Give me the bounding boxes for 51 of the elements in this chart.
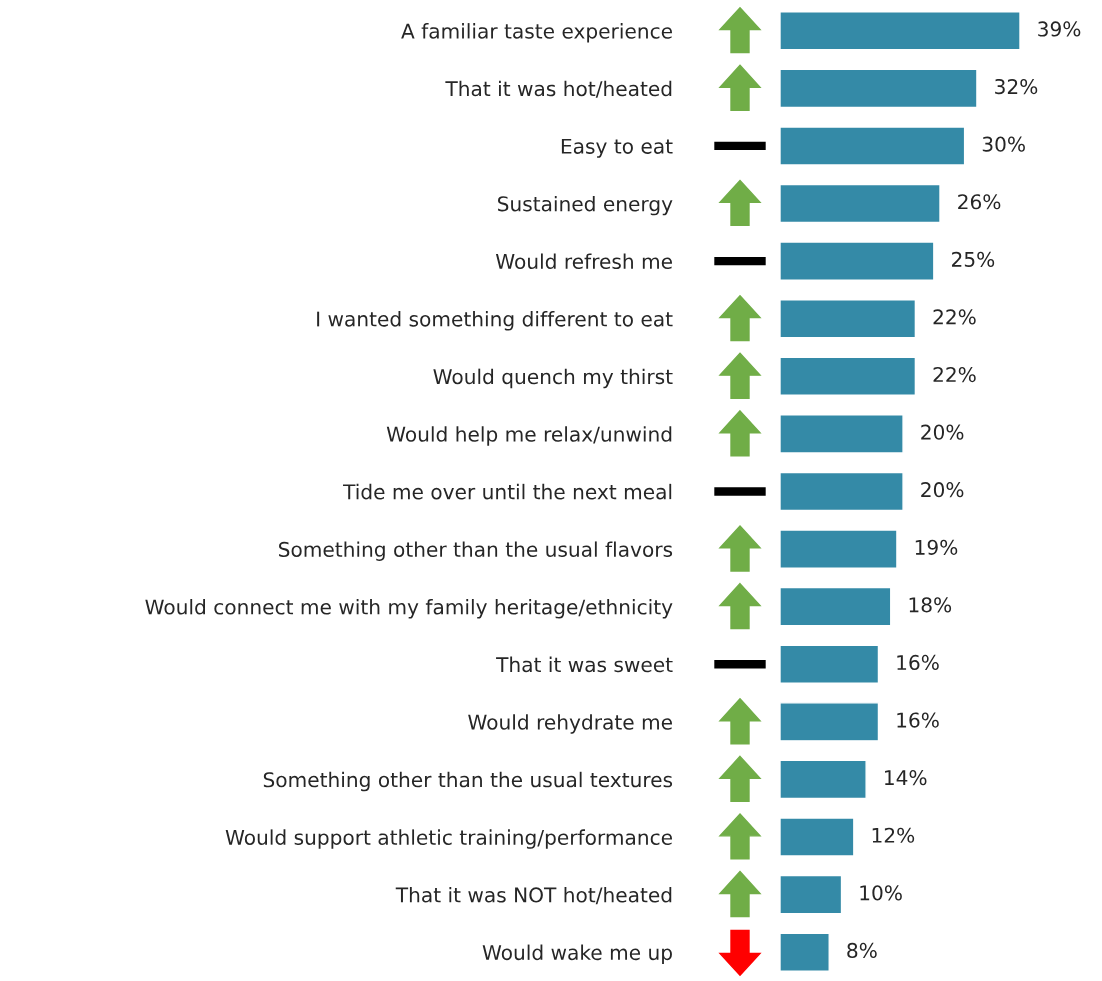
data-label: 25% xyxy=(951,251,995,267)
y-tick-label: Would rehydrate me xyxy=(468,714,672,734)
bar xyxy=(780,11,1021,51)
data-label: 22% xyxy=(933,366,976,383)
y-tick-label: Something other than the usual flavors xyxy=(279,541,673,561)
y-tick-label: A familiar taste experience xyxy=(401,23,672,43)
data-label: 39% xyxy=(1038,21,1081,37)
y-tick-label: Would wake me up xyxy=(482,944,672,965)
y-tick-label: Would connect me with my family heritage/ethnicity xyxy=(145,599,673,619)
bar xyxy=(780,356,917,396)
bar xyxy=(780,702,880,742)
bar xyxy=(780,183,941,224)
bar xyxy=(780,471,904,512)
y-tick-label: Would help me relax/unwind xyxy=(386,426,672,446)
data-label: 30% xyxy=(982,136,1025,152)
data-label: 19% xyxy=(915,539,958,555)
y-tick-label: That it was NOT hot/heated xyxy=(395,886,672,905)
y-tick-label: Would support athletic training/performance xyxy=(225,829,672,849)
data-label: 10% xyxy=(860,885,902,901)
y-tick-label: Something other than the usual textures xyxy=(263,771,673,792)
bar xyxy=(780,644,880,684)
y-tick-label: Easy to eat xyxy=(561,138,673,158)
y-tick-label: That it was sweet xyxy=(496,656,673,673)
bar xyxy=(780,817,855,857)
y-tick-label: Would quench my thirst xyxy=(433,368,673,389)
data-label: 12% xyxy=(872,827,915,843)
data-label: 20% xyxy=(921,424,964,440)
data-label: 14% xyxy=(885,770,927,786)
data-label: 22% xyxy=(933,309,976,325)
bar xyxy=(780,759,867,800)
data-label: 18% xyxy=(909,597,952,613)
y-tick-label: Sustained energy xyxy=(498,195,673,216)
bar xyxy=(780,932,830,972)
data-label: 16% xyxy=(897,712,939,728)
data-label: 32% xyxy=(995,78,1038,95)
bar xyxy=(780,126,966,166)
data-label: 16% xyxy=(897,654,939,671)
bar xyxy=(780,414,904,454)
y-tick-label: Would refresh me xyxy=(495,253,672,270)
bar xyxy=(780,299,917,339)
y-tick-label: I wanted something different to eat xyxy=(317,311,673,331)
y-tick-label: Tide me over until the next meal xyxy=(343,483,672,500)
data-label: 20% xyxy=(921,482,964,498)
bar xyxy=(780,241,935,281)
bar xyxy=(780,68,978,109)
bar xyxy=(780,586,892,627)
bar xyxy=(780,529,898,569)
data-label: 8% xyxy=(847,942,877,959)
data-label: 26% xyxy=(958,194,1001,210)
y-tick-label: That it was hot/heated xyxy=(445,80,672,98)
bar xyxy=(780,874,843,915)
